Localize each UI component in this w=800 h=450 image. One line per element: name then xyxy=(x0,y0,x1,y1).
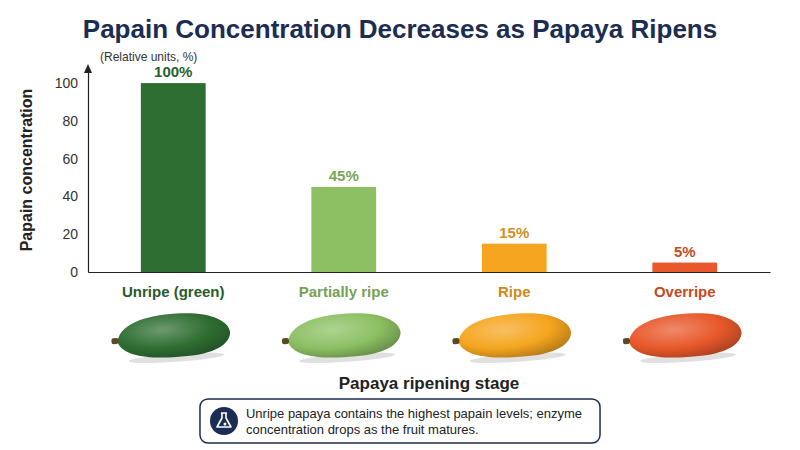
y-tick-label: 40 xyxy=(62,188,78,204)
x-tick-label: Ripe xyxy=(498,283,531,300)
y-tick: 20 xyxy=(62,226,88,242)
x-tick-label: Unripe (green) xyxy=(122,283,225,300)
x-axis-line xyxy=(89,272,771,273)
x-tick-label: Partially ripe xyxy=(299,283,389,300)
papaya-body xyxy=(116,310,232,361)
x-tick: Ripe xyxy=(498,272,531,300)
note-line: Unripe papaya contains the highest papai… xyxy=(246,406,582,421)
papaya-body xyxy=(457,310,573,361)
background xyxy=(0,0,800,450)
x-axis: Unripe (green) Partially ripe Ripe Overripe xyxy=(89,272,771,300)
chart-svg: Papain Concentration Decreases as Papaya… xyxy=(0,0,800,450)
bar xyxy=(141,83,206,272)
unit-note: (Relative units, %) xyxy=(100,50,197,64)
x-tick: Unripe (green) xyxy=(122,272,225,300)
y-tick-label: 100 xyxy=(55,75,79,91)
x-tick-label: Overripe xyxy=(654,283,716,300)
papaya-stem xyxy=(452,338,459,344)
papaya-stem xyxy=(111,338,118,344)
y-tick-label: 60 xyxy=(62,151,78,167)
y-axis-line xyxy=(88,69,89,273)
data-label: 45% xyxy=(329,167,359,184)
y-tick: 80 xyxy=(62,113,88,129)
bar xyxy=(311,187,376,272)
y-tick: 100 xyxy=(55,75,88,91)
y-tick: 60 xyxy=(62,151,88,167)
bar xyxy=(482,244,547,272)
note-icon xyxy=(210,407,238,435)
papaya-illustrations xyxy=(110,310,744,366)
x-tick: Overripe xyxy=(654,272,716,300)
bar xyxy=(652,263,717,272)
y-tick-label: 0 xyxy=(70,264,78,280)
y-axis: 0 20 40 60 80 100 xyxy=(55,69,89,280)
note-icon-bubble xyxy=(223,423,226,426)
note-line: concentration drops as the fruit matures… xyxy=(246,422,479,437)
x-tick: Partially ripe xyxy=(299,272,389,300)
data-labels: 100% 45% 15% 5% xyxy=(154,63,696,259)
papaya xyxy=(110,310,232,366)
papaya xyxy=(451,310,573,366)
papaya-stem xyxy=(282,338,289,344)
y-tick-label: 20 xyxy=(62,226,78,242)
note-box: Unripe papaya contains the highest papai… xyxy=(200,399,600,443)
papaya xyxy=(280,310,402,366)
papaya-body xyxy=(627,310,743,361)
y-tick-label: 80 xyxy=(62,113,78,129)
y-axis-title: Papain concentration xyxy=(18,89,35,252)
papaya-body xyxy=(286,310,402,361)
papaya-stem xyxy=(623,338,630,344)
data-label: 5% xyxy=(674,243,696,260)
bars xyxy=(141,83,717,272)
x-axis-title: Papaya ripening stage xyxy=(339,374,519,393)
note-frame xyxy=(200,399,600,443)
chart-title: Papain Concentration Decreases as Papaya… xyxy=(83,14,717,44)
note-icon-flask xyxy=(217,413,231,427)
y-tick: 0 xyxy=(70,264,88,280)
y-tick: 40 xyxy=(62,188,88,204)
papaya xyxy=(621,310,743,366)
y-axis-arrow xyxy=(84,64,92,73)
note-text: Unripe papaya contains the highest papai… xyxy=(246,406,582,437)
data-label: 15% xyxy=(499,224,529,241)
data-label: 100% xyxy=(154,63,192,80)
